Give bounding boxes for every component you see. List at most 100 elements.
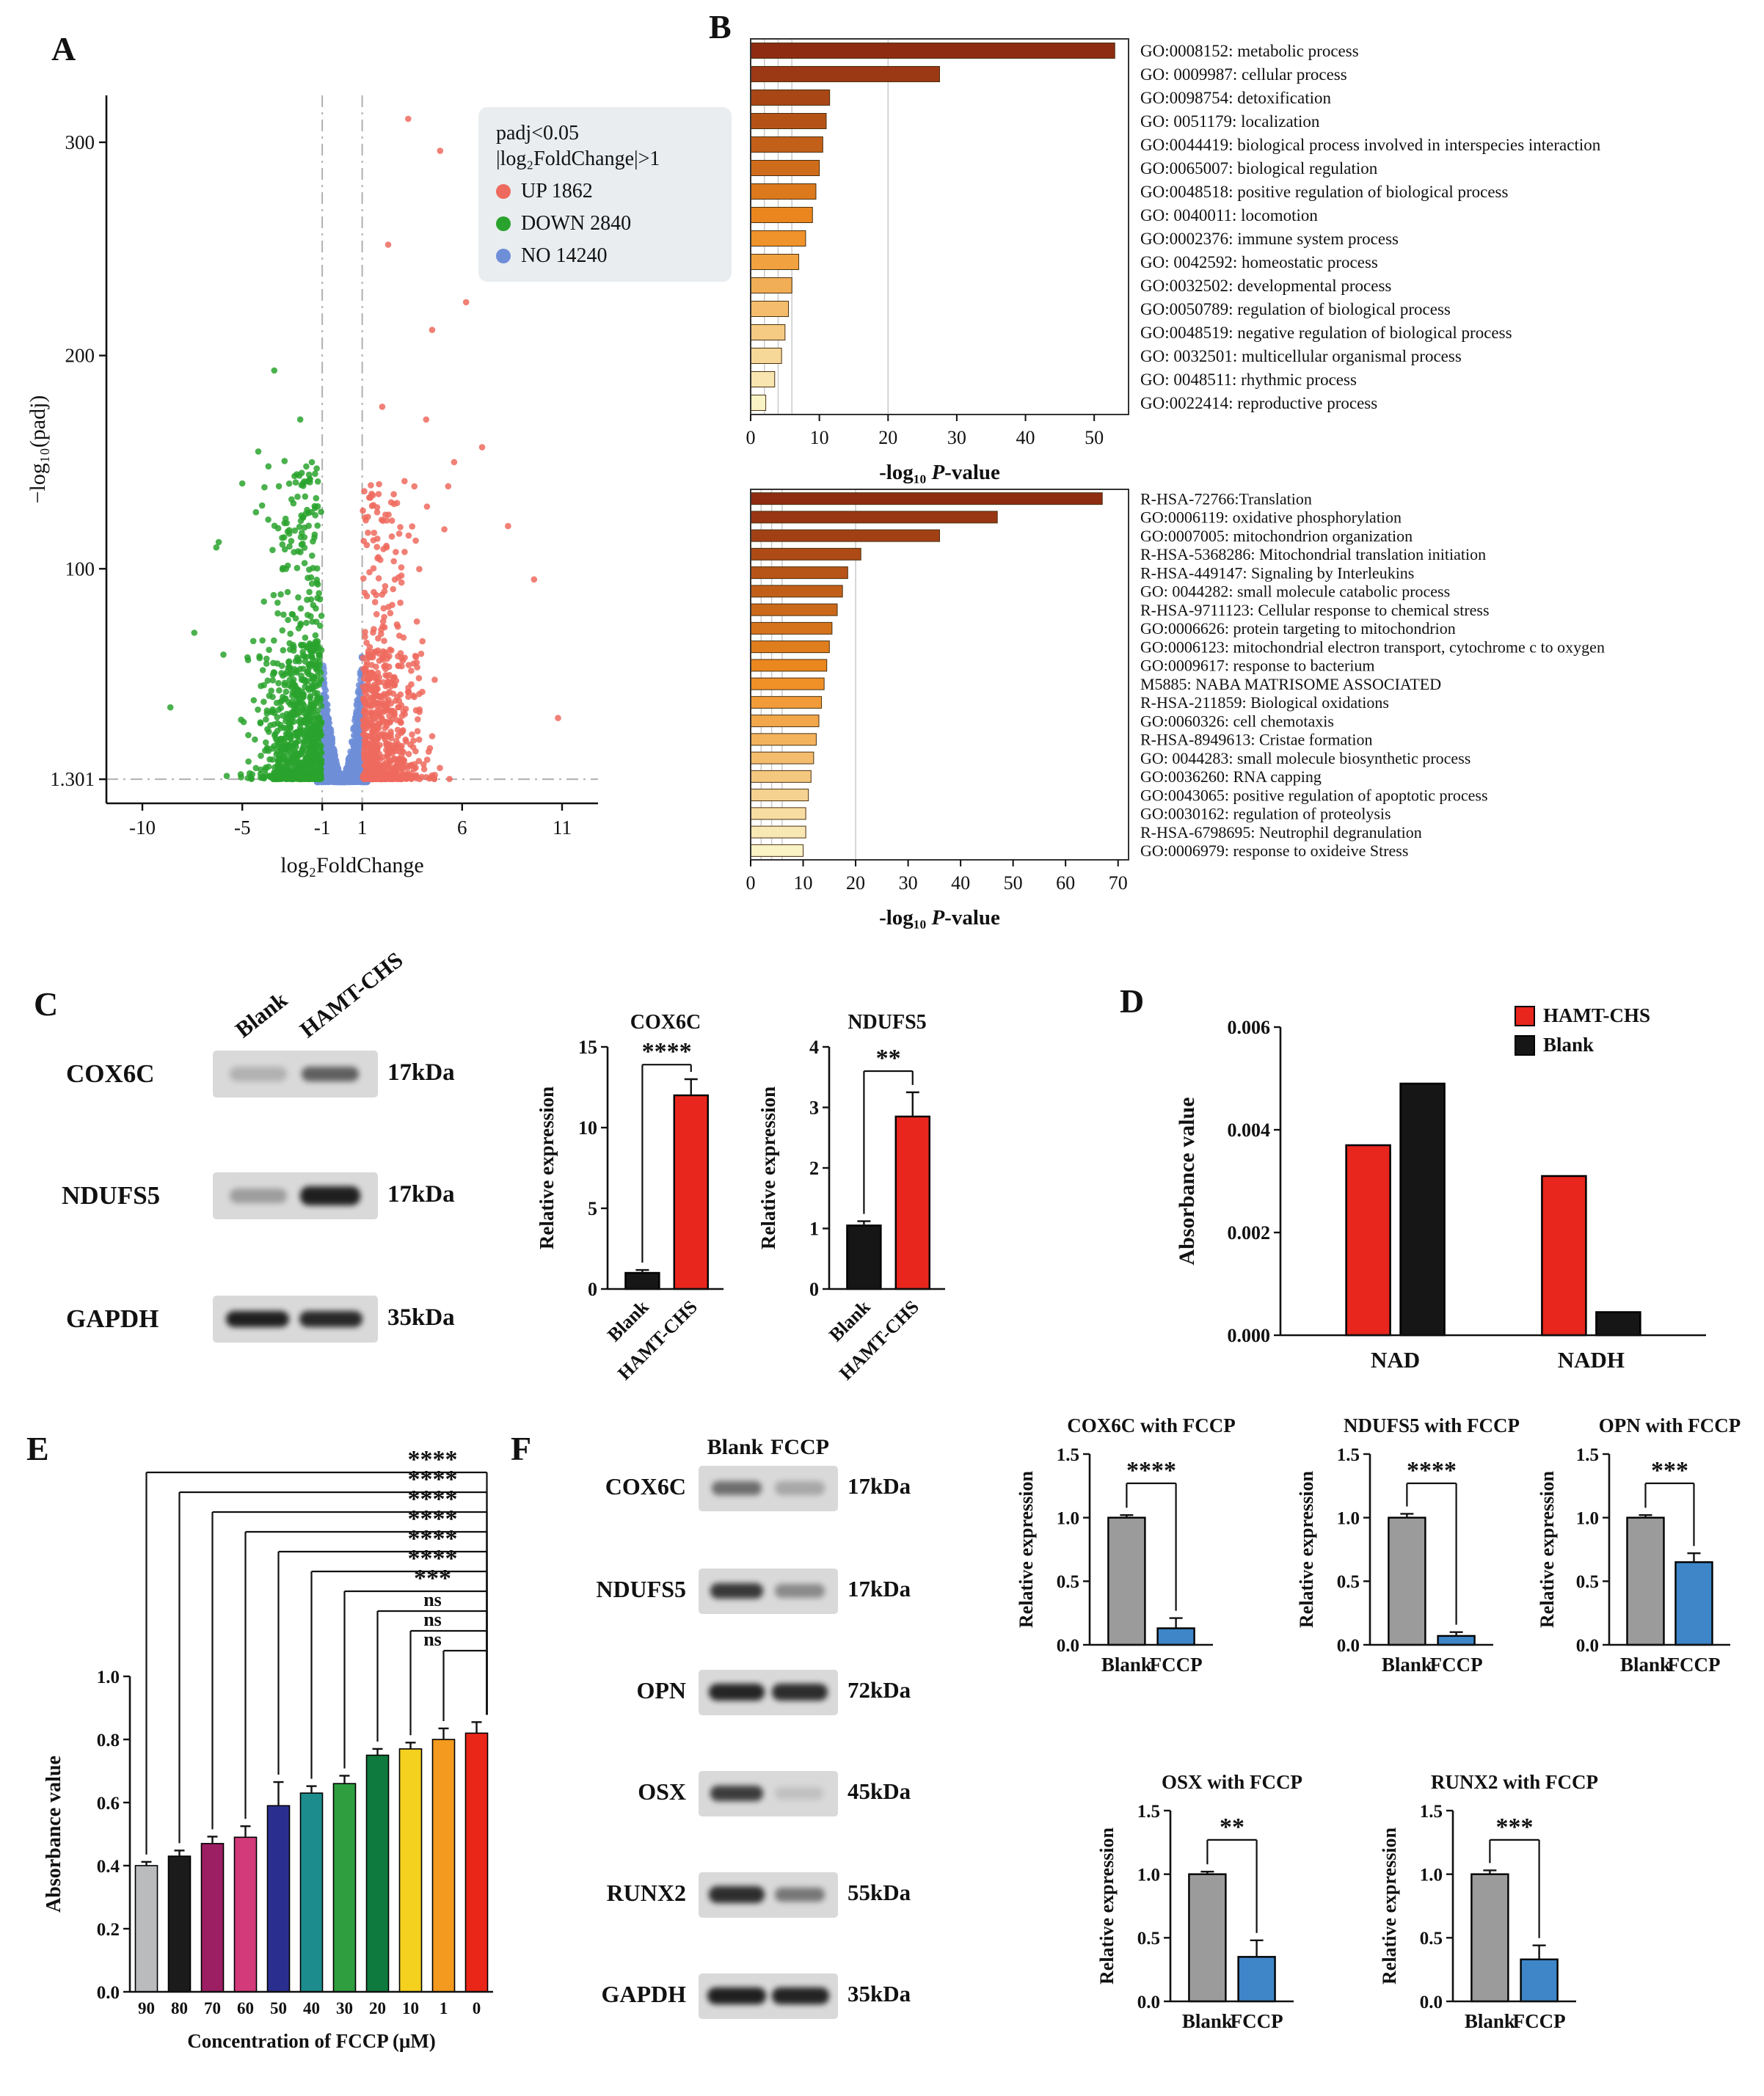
svg-text:R-HSA-449147: Signaling by Int: R-HSA-449147: Signaling by Interleukins: [1140, 563, 1414, 582]
svg-text:Absorbance value: Absorbance value: [43, 1756, 65, 1913]
svg-text:0.6: 0.6: [97, 1794, 120, 1814]
western-blot-image-f-ndufs5: [699, 1569, 838, 1614]
protein-label: GAPDH: [601, 1981, 686, 2007]
ndufs5-expression-chart: 0 1 2 3 4 Relative expression NDUFS5 Blank HAMT-…: [756, 1007, 961, 1425]
svg-text:Blank: Blank: [1465, 2010, 1515, 2032]
svg-text:10: 10: [794, 872, 813, 894]
volcano-plot: 1.301 100 200 300 -10 -5 -1 1 6 11 −log₁₀(padj) log…: [18, 51, 635, 906]
svg-text:50: 50: [1085, 427, 1104, 448]
svg-text:100: 100: [65, 558, 95, 580]
svg-text:GO:0044419: biological process: GO:0044419: biological process involved …: [1140, 136, 1601, 154]
blot-row-f-runx2: RUNX2 55kDa: [0, 1872, 1764, 1925]
svg-text:GO: 0044282: small molecule ca: GO: 0044282: small molecule catabolic pr…: [1140, 583, 1450, 601]
svg-text:R-HSA-9711123: Cellular respon: R-HSA-9711123: Cellular response to chem…: [1140, 601, 1490, 619]
svg-text:0.0: 0.0: [1337, 1636, 1360, 1656]
svg-text:1.5: 1.5: [1337, 1445, 1360, 1465]
opn-fccp-chart: 0.0 0.5 1.0 1.5 Relative expression OPN with …: [1534, 1410, 1761, 1744]
svg-text:GO:0050789: regulation of biol: GO:0050789: regulation of biological pro…: [1140, 300, 1451, 318]
svg-text:70: 70: [1109, 872, 1128, 894]
svg-text:****: ****: [1407, 1457, 1457, 1484]
svg-text:Relative expression: Relative expression: [536, 1087, 558, 1249]
svg-text:FCCP: FCCP: [1150, 1654, 1203, 1676]
nad-nadh-absorbance-chart: 0.000 0.002 0.004 0.006 Absorbance value NAD N…: [1163, 990, 1743, 1423]
protein-band: [712, 1481, 762, 1495]
volcano-legend: padj<0.05 |log₂FoldChange|>1 UP 1862 DOW…: [478, 107, 732, 282]
svg-text:-10: -10: [129, 817, 156, 839]
western-blot-image-f-cox6c: [699, 1466, 838, 1511]
protein-band: [709, 1886, 765, 1903]
molecular-weight-label: 17kDa: [387, 1059, 455, 1086]
protein-label: OPN: [636, 1677, 686, 1704]
up-dot-icon: [496, 183, 511, 199]
legend-up-label: UP 1862: [521, 180, 593, 202]
protein-band: [302, 1067, 359, 1081]
svg-text:GO:0009617: response to bacter: GO:0009617: response to bacterium: [1140, 657, 1375, 675]
svg-text:Concentration of FCCP (μM): Concentration of FCCP (μM): [187, 2030, 436, 2052]
fccp-dose-response-chart: 0.0 0.2 0.4 0.6 0.8 1.0 Absorbance value 90 80 70…: [38, 1427, 511, 2096]
blot-row-f-opn: OPN 72kDa: [0, 1670, 1764, 1723]
svg-text:NDUFS5: NDUFS5: [848, 1011, 926, 1034]
molecular-weight-label: 35kDa: [848, 1981, 911, 2006]
legend-threshold-padj: padj<0.05: [496, 122, 579, 145]
svg-text:70: 70: [204, 1999, 221, 2018]
svg-text:GO:0043065: positive regulatio: GO:0043065: positive regulation of apopt…: [1140, 786, 1488, 804]
svg-text:11: 11: [553, 817, 572, 839]
svg-text:5: 5: [588, 1198, 597, 1219]
svg-text:1.0: 1.0: [1420, 1865, 1443, 1885]
svg-text:0.0: 0.0: [1137, 1993, 1160, 2012]
western-blot-image-gapdh: [213, 1296, 378, 1343]
svg-text:GO:0065007: biological regulat: GO:0065007: biological regulation: [1140, 159, 1378, 178]
blot-row-f-cox6c: COX6C 17kDa: [0, 1466, 1764, 1519]
protein-band: [299, 1311, 362, 1327]
svg-text:***: ***: [1651, 1457, 1688, 1484]
cox6c-fccp-chart: 0.0 0.5 1.0 1.5 Relative expression COX6C wit…: [1013, 1410, 1247, 1744]
western-blot-image-f-gapdh: [699, 1973, 838, 2019]
svg-text:COX6C: COX6C: [630, 1011, 701, 1034]
blot-column-header-fccp: FCCP: [770, 1435, 829, 1459]
svg-text:200: 200: [65, 345, 95, 367]
protein-label: GAPDH: [66, 1304, 159, 1333]
svg-text:GO:0006123: mitochondrial elec: GO:0006123: mitochondrial electron trans…: [1140, 638, 1605, 656]
svg-text:20: 20: [369, 1999, 386, 2018]
svg-text:0.5: 0.5: [1337, 1572, 1360, 1592]
svg-text:***: ***: [414, 1565, 451, 1592]
svg-text:GO:0007005: mitochondrion orga: GO:0007005: mitochondrion organization: [1140, 527, 1413, 545]
panel-label-c: C: [34, 985, 59, 1023]
svg-text:****: ****: [642, 1038, 692, 1065]
svg-text:R-HSA-6798695: Neutrophil degr: R-HSA-6798695: Neutrophil degranulation: [1140, 823, 1422, 841]
svg-text:R-HSA-211859: Biological oxida: R-HSA-211859: Biological oxidations: [1140, 693, 1389, 712]
protein-band: [709, 1684, 765, 1701]
svg-text:30: 30: [947, 427, 966, 448]
svg-text:1.301: 1.301: [50, 768, 95, 790]
protein-band: [300, 1186, 360, 1205]
svg-text:-log₁₀ P-value: -log₁₀ P-value: [879, 906, 1000, 930]
svg-text:0.5: 0.5: [1576, 1572, 1599, 1592]
svg-text:GO:0002376: immune system proc: GO:0002376: immune system process: [1140, 230, 1399, 248]
svg-text:Relative expression: Relative expression: [1379, 1827, 1400, 1984]
svg-text:4: 4: [809, 1037, 819, 1058]
svg-text:0: 0: [473, 1999, 481, 2018]
legend-threshold-foldchange: |log₂FoldChange|>1: [496, 147, 660, 170]
svg-text:20: 20: [878, 427, 897, 448]
protein-band: [230, 1188, 287, 1203]
svg-text:6: 6: [457, 817, 467, 839]
svg-text:****: ****: [408, 1486, 458, 1513]
molecular-weight-label: 35kDa: [387, 1304, 455, 1331]
svg-text:FCCP: FCCP: [1231, 2010, 1283, 2032]
svg-text:Absorbance value: Absorbance value: [1175, 1097, 1199, 1265]
svg-text:10: 10: [402, 1999, 419, 2018]
protein-label: RUNX2: [606, 1880, 686, 1906]
svg-text:GO:0008152: metabolic process: GO:0008152: metabolic process: [1140, 42, 1359, 60]
svg-text:0.0: 0.0: [1576, 1636, 1599, 1656]
svg-text:OSX with FCCP: OSX with FCCP: [1162, 1771, 1302, 1793]
svg-text:0: 0: [588, 1279, 597, 1300]
blot-column-header-blank: Blank: [230, 986, 292, 1043]
protein-band: [226, 1311, 289, 1327]
svg-text:0: 0: [746, 872, 756, 894]
svg-text:GO: 0048511: rhythmic process: GO: 0048511: rhythmic process: [1140, 370, 1357, 389]
svg-text:1.5: 1.5: [1057, 1445, 1079, 1465]
svg-text:Relative expression: Relative expression: [757, 1087, 779, 1249]
svg-text:****: ****: [408, 1446, 458, 1473]
svg-text:GO:0032502: developmental proc: GO:0032502: developmental process: [1140, 277, 1391, 295]
svg-text:0.004: 0.004: [1228, 1120, 1271, 1141]
